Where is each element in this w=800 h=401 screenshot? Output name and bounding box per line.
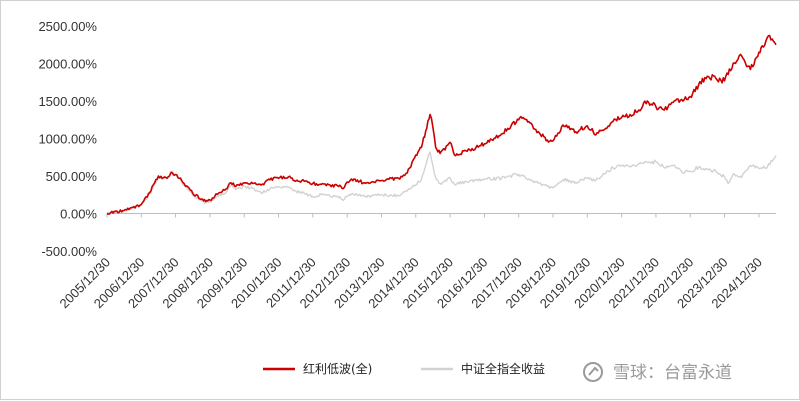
y-axis-ticks: -500.00% 0.00% 500.00% 1000.00% 1500.00% 2000…: [38, 19, 97, 259]
series-line-1: [106, 151, 777, 215]
y-tick-label: 2500.00%: [38, 19, 97, 34]
legend-label: 中证全指全收益: [461, 361, 545, 376]
y-tick-label: 1500.00%: [38, 94, 97, 109]
legend: 红利低波(全) 中证全指全收益: [263, 361, 545, 376]
watermark: 雪球：台富永道: [583, 362, 732, 383]
series-line-0: [106, 34, 777, 215]
watermark-text: 雪球：台富永道: [613, 363, 732, 383]
series-layer: [106, 34, 777, 215]
x-axis-ticks: 2005/12/302006/12/302007/12/302008/12/30…: [56, 213, 765, 311]
legend-label: 红利低波(全): [303, 361, 372, 376]
snowball-logo-icon: [583, 362, 603, 382]
y-tick-label: 2000.00%: [38, 57, 97, 72]
y-tick-label: 500.00%: [46, 169, 98, 184]
y-tick-label: 0.00%: [60, 207, 97, 222]
y-tick-label: 1000.00%: [38, 132, 97, 147]
y-tick-label: -500.00%: [41, 244, 97, 259]
